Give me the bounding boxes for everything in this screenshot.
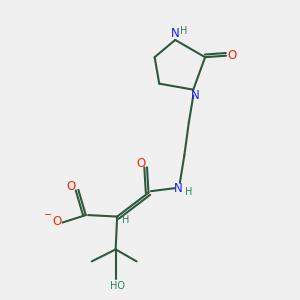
Text: H: H [180, 26, 187, 36]
Text: N: N [174, 182, 183, 195]
Text: N: N [190, 88, 199, 101]
Text: O: O [66, 180, 76, 193]
Text: N: N [171, 27, 180, 40]
Text: H: H [122, 214, 130, 225]
Text: O: O [52, 214, 61, 228]
Text: HO: HO [110, 281, 125, 291]
Text: −: − [44, 210, 52, 220]
Text: O: O [136, 157, 146, 170]
Text: O: O [227, 49, 237, 62]
Text: H: H [185, 187, 193, 197]
